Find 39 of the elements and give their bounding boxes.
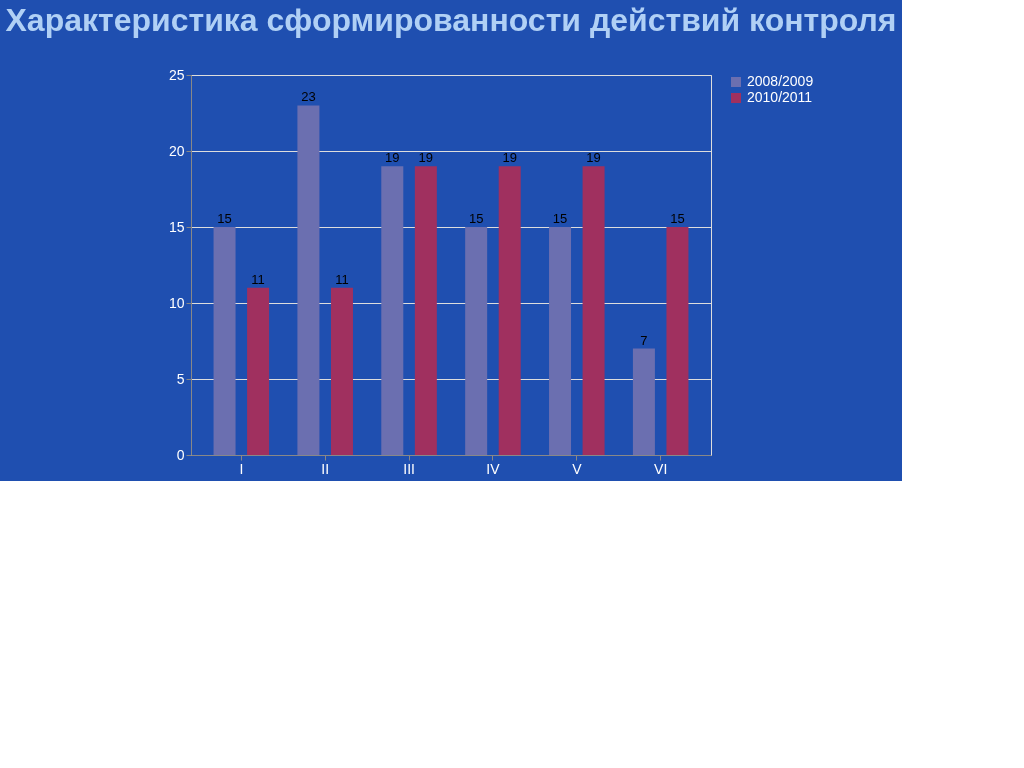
legend-label: 2010/2011: [747, 89, 813, 105]
chart-title: Характеристика сформированности действий контроля: [5, 2, 897, 38]
y-tick-label: 20: [168, 142, 185, 159]
x-tick-label: III: [403, 460, 415, 477]
x-tick-label: VI: [654, 460, 668, 477]
y-tick-label: 0: [176, 446, 185, 463]
data-label: 15: [468, 211, 484, 226]
bar: [414, 166, 437, 455]
data-label: 23: [301, 89, 316, 105]
bar: [381, 166, 404, 455]
bar: [632, 348, 655, 455]
bar: [498, 166, 521, 455]
bar: [666, 227, 689, 455]
x-tick-label: I: [239, 460, 244, 477]
data-label: 11: [335, 271, 349, 287]
y-tick-label: 10: [168, 294, 185, 311]
x-tick-label: V: [572, 460, 583, 477]
bar: [330, 287, 353, 455]
data-label: 19: [502, 150, 517, 166]
bar: [582, 166, 605, 455]
bar: [549, 227, 572, 455]
data-label: 19: [586, 150, 601, 166]
data-label: 19: [385, 150, 400, 166]
y-tick-label: 15: [168, 218, 185, 235]
bar: [247, 287, 270, 455]
data-label: 11: [251, 271, 265, 287]
data-label: 15: [670, 211, 685, 226]
y-tick-label: 25: [168, 66, 185, 83]
bar: [297, 105, 320, 455]
x-tick-label: II: [321, 460, 330, 477]
legend-label: 2008/2009: [747, 73, 814, 89]
data-label: 19: [418, 150, 434, 166]
x-tick-label: IV: [486, 460, 501, 477]
bar: [465, 227, 488, 455]
y-tick-label: 5: [176, 370, 185, 387]
data-label: 15: [552, 211, 568, 226]
data-label: 15: [217, 211, 232, 226]
bar: [213, 227, 236, 455]
data-label: 7: [640, 332, 648, 348]
